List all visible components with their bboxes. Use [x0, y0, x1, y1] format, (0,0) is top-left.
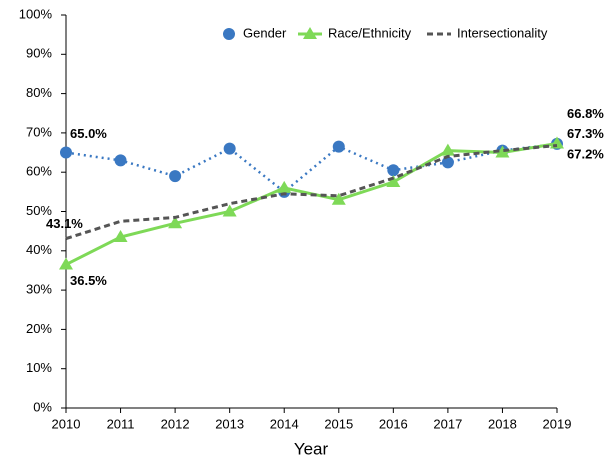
- series-line: [65, 142, 558, 266]
- point: [332, 140, 345, 153]
- point: [386, 175, 401, 188]
- legend-label: Gender: [243, 25, 287, 40]
- y-tick-label: 20%: [26, 321, 52, 336]
- point: [441, 156, 454, 169]
- x-tick-label: 2014: [270, 416, 299, 431]
- value-label: 67.3%: [567, 126, 604, 141]
- value-label: 66.8%: [567, 106, 604, 121]
- y-tick-label: 40%: [26, 242, 52, 257]
- legend-marker: [303, 27, 317, 39]
- point: [440, 143, 455, 156]
- point: [277, 180, 292, 193]
- y-tick-label: 10%: [26, 360, 52, 375]
- point: [223, 142, 236, 155]
- y-tick-label: 50%: [26, 203, 52, 218]
- x-tick-label: 2010: [52, 416, 81, 431]
- y-tick-label: 70%: [26, 124, 52, 139]
- legend-marker: [223, 28, 235, 40]
- y-tick-label: 60%: [26, 164, 52, 179]
- x-tick-label: 2011: [107, 416, 135, 431]
- x-tick-label: 2016: [379, 416, 408, 431]
- value-label: 65.0%: [70, 126, 107, 141]
- x-tick-label: 2019: [543, 416, 572, 431]
- point: [331, 192, 346, 205]
- x-tick-label: 2013: [215, 416, 244, 431]
- point: [114, 154, 127, 167]
- point: [169, 170, 182, 183]
- point: [168, 216, 183, 229]
- point: [60, 146, 72, 159]
- y-tick-label: 90%: [26, 46, 52, 61]
- y-tick-label: 80%: [26, 85, 52, 100]
- legend-label: Intersectionality: [457, 25, 548, 40]
- point: [495, 145, 510, 158]
- x-axis-label: Year: [294, 439, 329, 458]
- point: [113, 230, 128, 243]
- y-tick-label: 0%: [33, 399, 52, 414]
- point: [222, 204, 237, 217]
- y-tick-label: 30%: [26, 282, 52, 297]
- x-tick-label: 2017: [433, 416, 462, 431]
- value-label: 43.1%: [46, 216, 83, 231]
- legend-label: Race/Ethnicity: [328, 25, 412, 40]
- point: [59, 257, 73, 270]
- x-tick-label: 2012: [161, 416, 190, 431]
- y-tick-label: 100%: [19, 6, 53, 21]
- x-tick-label: 2018: [488, 416, 517, 431]
- series-line: [65, 143, 558, 241]
- point: [387, 164, 400, 177]
- value-label: 36.5%: [70, 273, 107, 288]
- x-tick-label: 2015: [324, 416, 353, 431]
- value-label: 67.2%: [567, 146, 604, 161]
